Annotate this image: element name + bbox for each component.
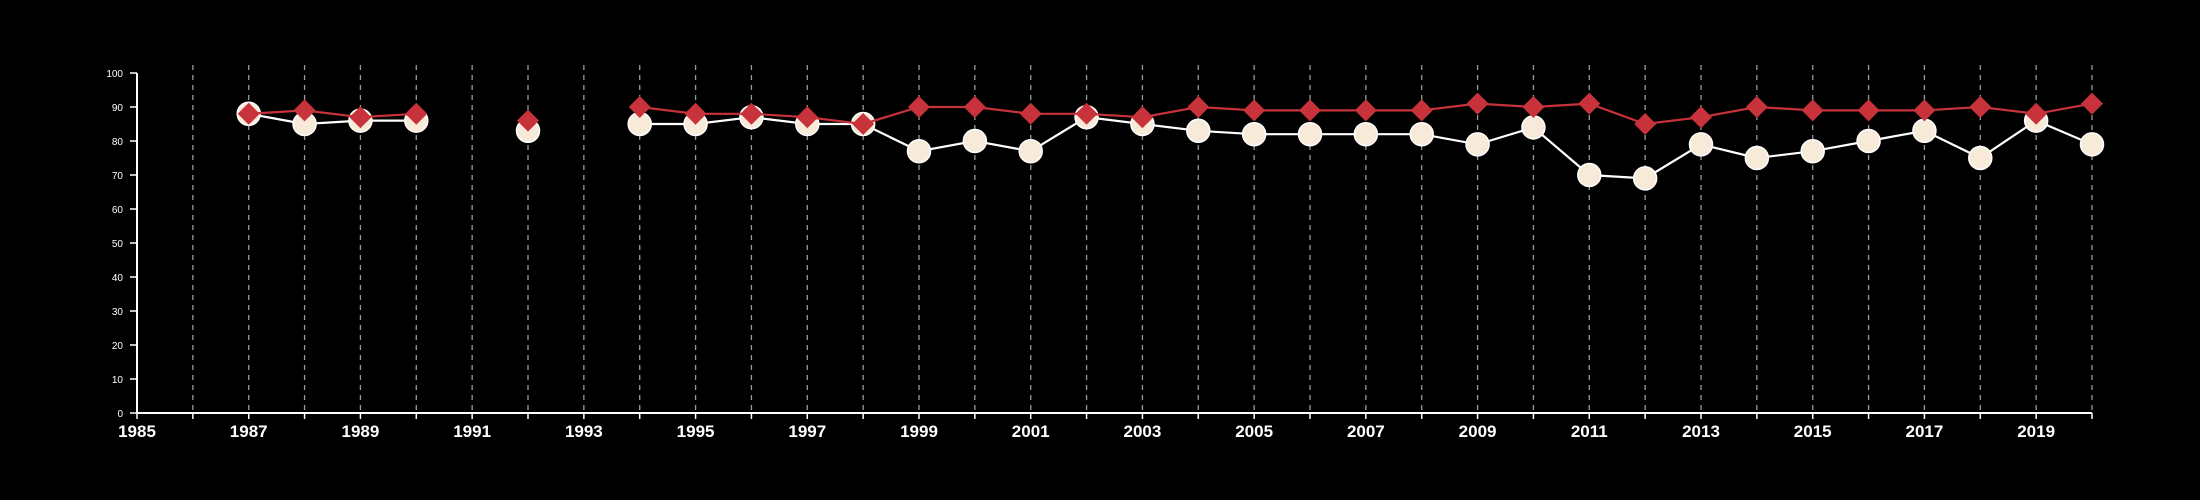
- data-point: [1912, 118, 1937, 144]
- y-tick-label: 80: [112, 137, 124, 148]
- data-point: [237, 102, 260, 125]
- data-point: [1913, 99, 1936, 122]
- y-tick-label: 30: [112, 307, 124, 318]
- data-point: [1801, 99, 1824, 122]
- x-tick-label: 2009: [1459, 422, 1497, 441]
- data-point: [1968, 145, 1993, 171]
- data-point: [1856, 128, 1881, 154]
- y-tick-label: 40: [112, 273, 124, 284]
- data-point: [1410, 99, 1433, 122]
- data-point: [1688, 132, 1714, 157]
- x-tick-label: 2013: [1682, 422, 1720, 441]
- data-point: [1241, 121, 1267, 147]
- x-tick-label: 2005: [1235, 422, 1273, 441]
- data-point: [1299, 99, 1321, 122]
- data-point: [2025, 102, 2048, 125]
- axes: 1985 1987 1989 1991 1993 1995 1997 1999 2001 2003…: [106, 69, 2093, 441]
- data-point: [1745, 96, 1768, 118]
- data-point: [684, 102, 707, 125]
- x-tick-label: 2019: [2017, 422, 2055, 441]
- data-point: [1075, 102, 1098, 125]
- data-point: [1800, 138, 1825, 164]
- x-tick-label: 1985: [118, 422, 156, 441]
- data-point: [1186, 118, 1211, 144]
- y-tick-label: 70: [112, 171, 124, 182]
- series-2: [237, 92, 2103, 135]
- data-point: [1632, 166, 1658, 191]
- series-line: [248, 112, 417, 126]
- data-point: [2079, 132, 2105, 157]
- data-point: [1131, 106, 1154, 129]
- x-tick-label: 1993: [565, 422, 603, 441]
- x-tick-label: 2007: [1347, 422, 1385, 441]
- x-tick-label: 1989: [342, 422, 380, 441]
- data-point: [1577, 162, 1602, 188]
- data-point: [1522, 96, 1545, 118]
- y-tick-label: 60: [112, 205, 124, 216]
- data-point: [1969, 96, 1992, 118]
- x-tick-label: 2003: [1124, 422, 1162, 441]
- y-tick-label: 0: [117, 409, 123, 420]
- data-point: [1690, 106, 1712, 129]
- x-tick-label: 1991: [453, 422, 491, 441]
- y-tick-label: 50: [112, 239, 124, 250]
- data-point: [1857, 99, 1880, 122]
- data-point: [1521, 115, 1546, 140]
- x-tick-label: 1999: [900, 422, 938, 441]
- y-tick-label: 20: [112, 341, 124, 352]
- data-point: [1297, 121, 1323, 147]
- data-point: [1353, 121, 1379, 147]
- data-point: [852, 113, 875, 135]
- data-point: [1466, 92, 1489, 115]
- data-point: [1354, 99, 1377, 122]
- data-point: [517, 109, 539, 132]
- grid-lines: [192, 65, 2093, 413]
- x-tick-label: 1987: [230, 422, 268, 441]
- series-layer: [236, 92, 2105, 191]
- x-tick-label: 2011: [1571, 422, 1608, 441]
- y-tick-label: 100: [106, 69, 123, 80]
- data-point: [1187, 96, 1210, 118]
- data-point: [962, 128, 988, 154]
- series-line: [248, 109, 417, 119]
- data-point: [293, 99, 316, 122]
- x-tick-label: 1997: [788, 422, 826, 441]
- data-point: [1465, 132, 1490, 157]
- data-point: [628, 96, 651, 118]
- data-point: [908, 96, 930, 118]
- x-tick-label: 2017: [1906, 422, 1944, 441]
- data-point: [405, 102, 428, 125]
- data-point: [1018, 138, 1043, 164]
- x-tick-label: 2015: [1794, 422, 1832, 441]
- data-point: [963, 96, 986, 118]
- data-point: [906, 138, 932, 164]
- data-point: [1409, 121, 1434, 147]
- series-1: [236, 101, 2105, 191]
- x-tick-label: 2001: [1012, 422, 1050, 441]
- data-point: [1744, 145, 1770, 171]
- data-point: [349, 106, 372, 129]
- data-point: [1019, 102, 1042, 125]
- data-point: [796, 106, 819, 129]
- data-point: [740, 102, 763, 125]
- y-tick-label: 90: [112, 103, 124, 114]
- x-tick-label: 1995: [677, 422, 715, 441]
- y-tick-label: 10: [112, 375, 124, 386]
- data-point: [1578, 92, 1601, 115]
- data-point: [1634, 113, 1657, 135]
- data-point: [2081, 92, 2103, 115]
- data-point: [1243, 99, 1266, 122]
